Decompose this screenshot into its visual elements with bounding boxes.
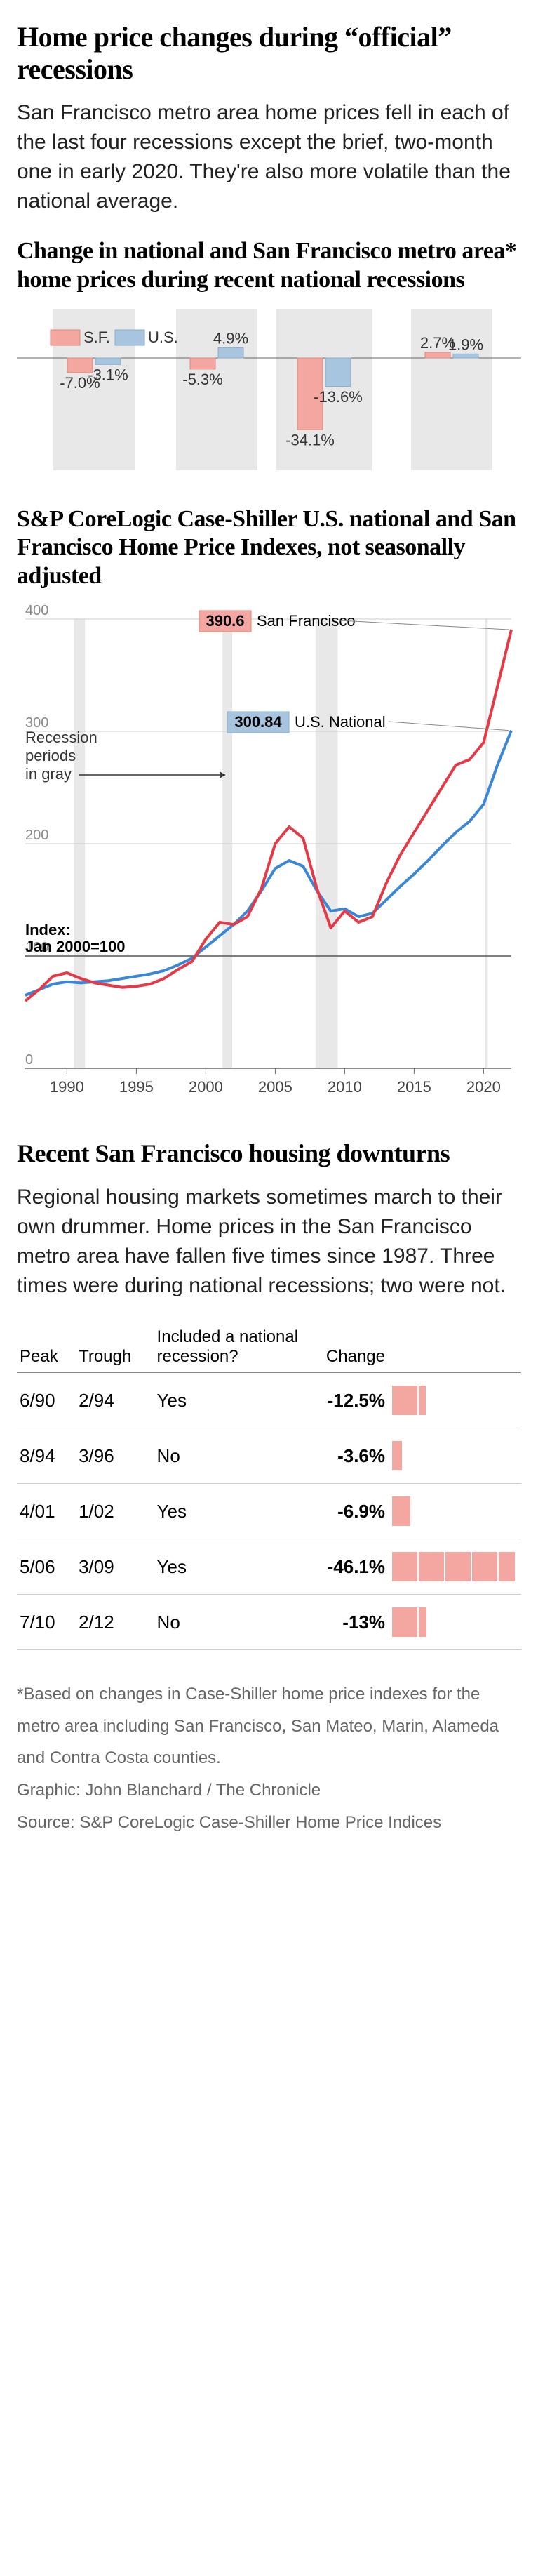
- th-change: Change: [302, 1322, 388, 1373]
- cell-bar: [388, 1539, 521, 1595]
- svg-text:-13.6%: -13.6%: [314, 387, 363, 405]
- cell-change: -46.1%: [302, 1539, 388, 1595]
- svg-text:200: 200: [25, 828, 48, 843]
- svg-text:1995: 1995: [119, 1078, 154, 1096]
- svg-text:Recession: Recession: [25, 729, 97, 746]
- table-row: 4/011/02Yes-6.9%: [17, 1484, 521, 1539]
- cell-peak: 8/94: [17, 1428, 76, 1484]
- cell-peak: 5/06: [17, 1539, 76, 1595]
- section2-title: Recent San Francisco housing downturns: [17, 1138, 521, 1169]
- cell-trough: 2/12: [76, 1595, 154, 1650]
- section2-body: Regional housing markets sometimes march…: [17, 1183, 521, 1301]
- section1-body: San Francisco metro area home prices fel…: [17, 98, 521, 216]
- svg-text:Index:: Index:: [25, 921, 71, 938]
- svg-text:periods: periods: [25, 747, 76, 764]
- svg-text:-34.1%: -34.1%: [285, 431, 335, 449]
- cell-recession: No: [154, 1595, 302, 1650]
- cell-trough: 3/09: [76, 1539, 154, 1595]
- cell-recession: Yes: [154, 1539, 302, 1595]
- section1-title: Home price changes during “official” rec…: [17, 21, 521, 86]
- cell-change: -6.9%: [302, 1484, 388, 1539]
- svg-text:2010: 2010: [328, 1078, 362, 1096]
- svg-text:-5.3%: -5.3%: [182, 370, 222, 387]
- cell-trough: 1/02: [76, 1484, 154, 1539]
- line-chart-title: S&P CoreLogic Case-Shiller U.S. national…: [17, 505, 521, 591]
- cell-trough: 3/96: [76, 1428, 154, 1484]
- bar-chart: S.F.U.S.-7.0%-3.1%-5.3%4.9%-34.1%-13.6%2…: [17, 309, 521, 470]
- cell-bar: [388, 1428, 521, 1484]
- svg-text:-3.1%: -3.1%: [88, 366, 128, 383]
- cell-change: -3.6%: [302, 1428, 388, 1484]
- footnote-asterisk: *Based on changes in Case-Shiller home p…: [17, 1678, 521, 1774]
- cell-peak: 4/01: [17, 1484, 76, 1539]
- cell-bar: [388, 1595, 521, 1650]
- svg-text:0: 0: [25, 1052, 33, 1068]
- svg-text:390.6: 390.6: [206, 612, 244, 630]
- table-row: 5/063/09Yes-46.1%: [17, 1539, 521, 1595]
- table-header-row: Peak Trough Included a national recessio…: [17, 1322, 521, 1373]
- svg-text:Jan 2000=100: Jan 2000=100: [25, 938, 126, 955]
- cell-change: -12.5%: [302, 1373, 388, 1428]
- svg-text:300.84: 300.84: [234, 713, 282, 731]
- svg-text:S.F.: S.F.: [83, 328, 110, 346]
- downturns-table: Peak Trough Included a national recessio…: [17, 1322, 521, 1650]
- svg-text:2005: 2005: [258, 1078, 292, 1096]
- svg-text:1.9%: 1.9%: [448, 336, 483, 353]
- line-chart: 0100200300400199019952000200520102015202…: [17, 605, 521, 1110]
- cell-recession: Yes: [154, 1484, 302, 1539]
- th-bar: [388, 1322, 521, 1373]
- table-row: 6/902/94Yes-12.5%: [17, 1373, 521, 1428]
- svg-text:4.9%: 4.9%: [213, 329, 248, 347]
- bar-chart-title: Change in national and San Francisco met…: [17, 237, 521, 295]
- section-downturns: Recent San Francisco housing downturns R…: [17, 1138, 521, 1650]
- bar-chart-svg: S.F.U.S.-7.0%-3.1%-5.3%4.9%-34.1%-13.6%2…: [17, 309, 521, 470]
- svg-text:1990: 1990: [50, 1078, 84, 1096]
- svg-text:in gray: in gray: [25, 765, 72, 783]
- svg-text:2000: 2000: [189, 1078, 223, 1096]
- line-chart-svg: 0100200300400199019952000200520102015202…: [17, 605, 521, 1110]
- footnote-source: Source: S&P CoreLogic Case-Shiller Home …: [17, 1807, 521, 1839]
- svg-text:U.S.: U.S.: [148, 328, 178, 346]
- svg-text:400: 400: [25, 605, 48, 618]
- table-row: 7/102/12No-13%: [17, 1595, 521, 1650]
- svg-text:2015: 2015: [397, 1078, 431, 1096]
- svg-text:U.S. National: U.S. National: [295, 713, 386, 731]
- cell-peak: 6/90: [17, 1373, 76, 1428]
- cell-recession: Yes: [154, 1373, 302, 1428]
- section-recessions: Home price changes during “official” rec…: [17, 21, 521, 1110]
- cell-bar: [388, 1484, 521, 1539]
- footnotes: *Based on changes in Case-Shiller home p…: [17, 1678, 521, 1838]
- svg-text:2020: 2020: [466, 1078, 501, 1096]
- th-peak: Peak: [17, 1322, 76, 1373]
- th-trough: Trough: [76, 1322, 154, 1373]
- cell-trough: 2/94: [76, 1373, 154, 1428]
- cell-peak: 7/10: [17, 1595, 76, 1650]
- table-row: 8/943/96No-3.6%: [17, 1428, 521, 1484]
- th-recession: Included a national recession?: [154, 1322, 302, 1373]
- cell-bar: [388, 1373, 521, 1428]
- cell-change: -13%: [302, 1595, 388, 1650]
- footnote-graphic: Graphic: John Blanchard / The Chronicle: [17, 1774, 521, 1807]
- cell-recession: No: [154, 1428, 302, 1484]
